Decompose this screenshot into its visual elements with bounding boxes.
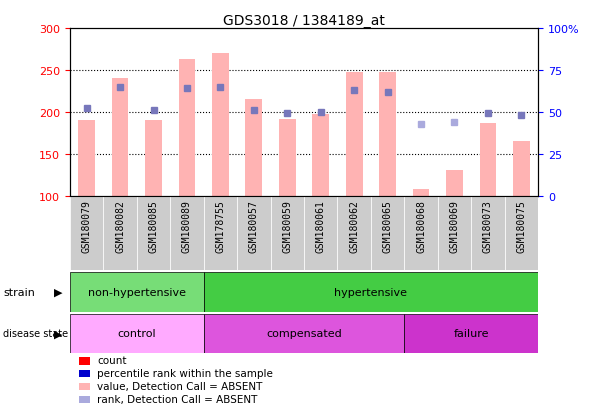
- Text: GSM180065: GSM180065: [382, 200, 393, 253]
- Bar: [513, 142, 530, 196]
- Bar: [204, 273, 538, 312]
- Text: GSM180082: GSM180082: [115, 200, 125, 253]
- Text: GSM180089: GSM180089: [182, 200, 192, 253]
- Bar: [179, 60, 195, 196]
- Bar: [204, 314, 404, 353]
- Bar: [371, 196, 404, 271]
- Text: GSM180075: GSM180075: [516, 200, 527, 253]
- Bar: [170, 196, 204, 271]
- Bar: [404, 314, 538, 353]
- Bar: [204, 196, 237, 271]
- Text: GSM180068: GSM180068: [416, 200, 426, 253]
- Text: GSM180059: GSM180059: [282, 200, 292, 253]
- Text: compensated: compensated: [266, 328, 342, 339]
- Text: GSM180079: GSM180079: [81, 200, 92, 253]
- Text: control: control: [117, 328, 156, 339]
- Text: hypertensive: hypertensive: [334, 287, 407, 297]
- Bar: [237, 196, 271, 271]
- Text: GSM180057: GSM180057: [249, 200, 259, 253]
- Bar: [413, 190, 429, 196]
- Bar: [70, 314, 204, 353]
- Bar: [78, 121, 95, 196]
- Text: failure: failure: [454, 328, 489, 339]
- Bar: [379, 73, 396, 196]
- Text: GSM180061: GSM180061: [316, 200, 326, 253]
- Bar: [505, 196, 538, 271]
- Text: rank, Detection Call = ABSENT: rank, Detection Call = ABSENT: [97, 394, 258, 404]
- Text: GSM180085: GSM180085: [148, 200, 159, 253]
- Text: GSM180069: GSM180069: [449, 200, 460, 253]
- Text: GSM180062: GSM180062: [349, 200, 359, 253]
- Text: percentile rank within the sample: percentile rank within the sample: [97, 368, 273, 378]
- Bar: [279, 119, 295, 196]
- Bar: [438, 196, 471, 271]
- Text: disease state: disease state: [3, 328, 68, 339]
- Bar: [70, 273, 204, 312]
- Bar: [103, 196, 137, 271]
- Text: GDS3018 / 1384189_at: GDS3018 / 1384189_at: [223, 14, 385, 28]
- Text: ▶: ▶: [54, 328, 62, 339]
- Bar: [346, 73, 362, 196]
- Bar: [145, 121, 162, 196]
- Bar: [337, 196, 371, 271]
- Text: strain: strain: [3, 287, 35, 297]
- Bar: [271, 196, 304, 271]
- Bar: [404, 196, 438, 271]
- Bar: [304, 196, 337, 271]
- Bar: [246, 100, 262, 196]
- Bar: [471, 196, 505, 271]
- Text: GSM178755: GSM178755: [215, 200, 226, 253]
- Bar: [313, 115, 329, 196]
- Bar: [112, 79, 128, 196]
- Bar: [446, 171, 463, 196]
- Text: count: count: [97, 356, 127, 366]
- Text: non-hypertensive: non-hypertensive: [88, 287, 186, 297]
- Bar: [137, 196, 170, 271]
- Text: GSM180073: GSM180073: [483, 200, 493, 253]
- Text: ▶: ▶: [54, 287, 62, 297]
- Bar: [212, 54, 229, 196]
- Bar: [480, 123, 496, 196]
- Bar: [70, 196, 103, 271]
- Text: value, Detection Call = ABSENT: value, Detection Call = ABSENT: [97, 381, 263, 391]
